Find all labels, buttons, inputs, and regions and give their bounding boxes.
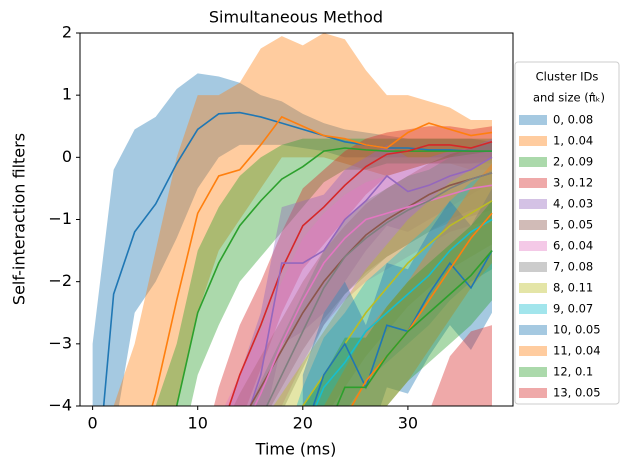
legend-swatch <box>519 115 547 125</box>
legend-title: Cluster IDs <box>536 70 599 84</box>
confidence-band <box>296 169 492 406</box>
x-tick-label: 10 <box>188 414 208 433</box>
series-line <box>312 250 493 406</box>
series-line <box>301 200 493 406</box>
x-axis-label: Time (ms) <box>255 440 337 459</box>
confidence-band <box>213 126 492 406</box>
y-tick-label: −4 <box>48 396 72 415</box>
legend-label: 10, 0.05 <box>553 323 601 337</box>
confidence-band <box>92 73 492 406</box>
series-line <box>265 172 493 406</box>
confidence-band <box>431 325 492 406</box>
legend-label: 6, 0.04 <box>553 239 593 253</box>
legend-swatch <box>519 241 547 251</box>
y-tick-label: 2 <box>62 23 72 42</box>
y-tick-label: −1 <box>48 209 72 228</box>
legend-swatch <box>519 304 547 314</box>
y-tick-label: 0 <box>62 147 72 166</box>
legend-label: 12, 0.1 <box>553 365 593 379</box>
legend-label: 1, 0.04 <box>553 134 593 148</box>
legend-label: 11, 0.04 <box>553 344 601 358</box>
legend-label: 0, 0.08 <box>553 113 593 127</box>
series-line <box>175 147 492 406</box>
confidence-band <box>302 188 492 406</box>
legend-swatch <box>519 367 547 377</box>
chart-title: Simultaneous Method <box>209 8 383 27</box>
series-line <box>315 218 493 406</box>
legend-swatch <box>519 388 547 398</box>
y-tick-label: −2 <box>48 271 72 290</box>
legend-label: 5, 0.05 <box>553 218 593 232</box>
legend-swatch <box>519 136 547 146</box>
legend-label: 7, 0.08 <box>553 260 593 274</box>
legend-label: 4, 0.03 <box>553 197 593 211</box>
x-tick-label: 30 <box>398 414 418 433</box>
confidence-band <box>250 141 492 406</box>
series-line <box>249 156 493 406</box>
series-line <box>249 172 493 406</box>
legend-swatch <box>519 220 547 230</box>
y-axis-label: Self-interaction filters <box>10 133 29 305</box>
legend-swatch <box>519 199 547 209</box>
confidence-band <box>155 138 492 406</box>
x-tick-label: 0 <box>88 414 98 433</box>
confidence-band <box>273 157 492 406</box>
legend-label: 3, 0.12 <box>553 176 593 190</box>
confidence-band <box>323 163 492 406</box>
y-tick-label: −3 <box>48 333 72 352</box>
series-line <box>102 111 492 406</box>
legend-swatch <box>519 262 547 272</box>
legend-title: and size (π̂ₖ) <box>533 91 605 105</box>
series-line <box>228 141 493 406</box>
legend-label: 8, 0.11 <box>553 281 593 295</box>
legend-label: 9, 0.07 <box>553 302 593 316</box>
series-line <box>336 250 493 406</box>
legend-swatch <box>519 325 547 335</box>
legend-swatch <box>519 157 547 167</box>
legend-label: 13, 0.05 <box>553 386 601 400</box>
legend-label: 2, 0.09 <box>553 155 593 169</box>
legend-swatch <box>519 283 547 293</box>
series-line <box>151 115 493 406</box>
confidence-band <box>224 151 492 406</box>
y-tick-label: 1 <box>62 85 72 104</box>
legend-swatch <box>519 178 547 188</box>
plot-area <box>92 33 493 406</box>
x-tick-label: 20 <box>293 414 313 433</box>
confidence-band <box>113 33 492 406</box>
confidence-band <box>229 138 492 406</box>
legend-swatch <box>519 346 547 356</box>
legend-box <box>514 61 620 405</box>
series-line <box>253 184 493 406</box>
